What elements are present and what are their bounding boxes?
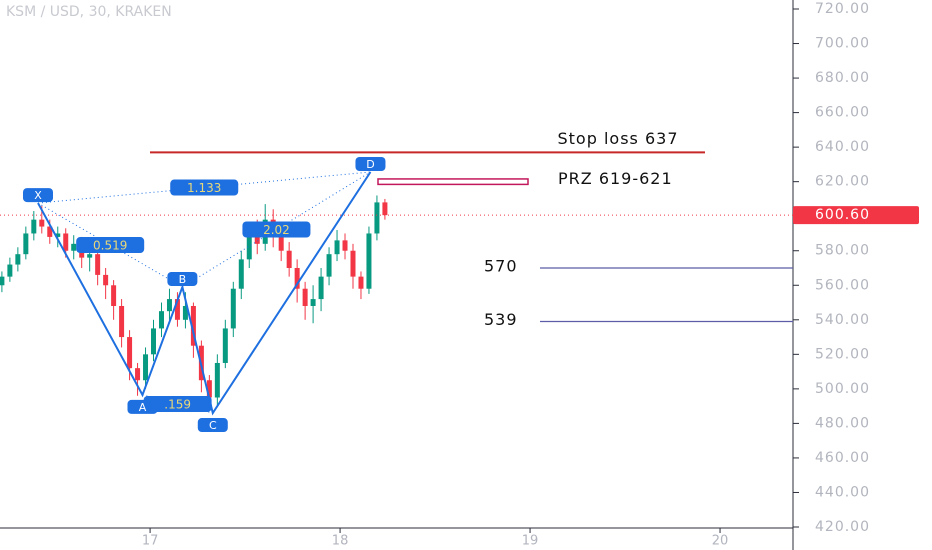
candle-body: [382, 202, 388, 216]
stop-loss-label: Stop loss 637: [558, 129, 679, 148]
ratio-box: [242, 221, 311, 238]
candle-body: [254, 233, 260, 244]
candle-body: [222, 328, 228, 363]
ratio-box: [170, 179, 239, 196]
candle-body: [286, 250, 292, 268]
candle-body: [135, 368, 141, 381]
candle-body: [374, 202, 380, 234]
ratio-label: 0.519: [93, 239, 127, 253]
y-tick-label: 640.00: [815, 139, 870, 155]
ratio-label: .159: [164, 397, 191, 411]
candle-body: [318, 276, 324, 300]
candle-body: [39, 219, 45, 227]
x-tick-label: 18: [332, 534, 349, 549]
candle-body: [358, 276, 364, 289]
y-tick-label: 660.00: [815, 105, 870, 121]
ratio-label: 2.02: [263, 223, 290, 237]
candle-body: [190, 305, 196, 346]
candle-body: [182, 305, 188, 320]
ratio-label: 1.133: [187, 181, 221, 195]
y-tick-label: 580.00: [815, 243, 870, 259]
candle-body: [87, 254, 93, 258]
candle-body: [350, 250, 356, 277]
y-tick-label: 700.00: [815, 36, 870, 52]
candle-body: [23, 233, 29, 255]
y-tick-label: 420.00: [815, 519, 870, 535]
candle-body: [294, 268, 300, 289]
candle-body: [302, 288, 308, 306]
point-box: [197, 418, 228, 433]
point-box: [355, 156, 386, 171]
y-tick-label: 620.00: [815, 174, 870, 190]
y-tick-label: 460.00: [815, 450, 870, 466]
candle-body: [7, 264, 13, 277]
candle-body: [55, 233, 61, 237]
candle-body: [127, 337, 133, 369]
point-label: B: [179, 273, 187, 286]
candle-body: [15, 254, 21, 265]
candle-body: [278, 236, 284, 251]
point-label: C: [209, 419, 217, 432]
point-box: [167, 271, 198, 286]
y-tick-label: 720.00: [815, 1, 870, 17]
y-tick-label: 520.00: [815, 346, 870, 362]
y-tick-label: 540.00: [815, 312, 870, 328]
candle-body: [95, 254, 101, 275]
target-label: 570: [484, 257, 518, 276]
candle-body: [0, 276, 5, 286]
current-price-label: 600.60: [815, 207, 870, 223]
candle-body: [111, 285, 117, 306]
candle-body: [366, 233, 372, 289]
candle-body: [246, 233, 252, 260]
point-label: X: [34, 189, 42, 202]
prz-box: [377, 178, 529, 186]
candle-body: [214, 362, 220, 398]
y-tick-label: 440.00: [815, 484, 870, 500]
chart-title: KSM / USD, 30, KRAKEN: [6, 4, 172, 20]
candle-body: [71, 243, 77, 251]
pattern-line: [37, 171, 372, 416]
candle-body: [158, 311, 164, 329]
candle-body: [103, 274, 109, 286]
candle-body: [119, 305, 125, 338]
candle-body: [206, 380, 212, 398]
y-tick-label: 560.00: [815, 277, 870, 293]
candle-body: [326, 254, 332, 277]
prz-label: PRZ 619-621: [558, 169, 673, 188]
x-tick-label: 20: [712, 534, 729, 549]
point-box: [127, 399, 158, 414]
candle-body: [143, 354, 149, 381]
candle-body: [47, 226, 53, 237]
current-price-box: [793, 206, 919, 225]
candle-body: [151, 328, 157, 355]
y-tick-label: 680.00: [815, 70, 870, 86]
y-tick-label: 500.00: [815, 381, 870, 397]
point-label: A: [139, 401, 147, 414]
candle-body: [334, 240, 340, 255]
y-tick-label: 480.00: [815, 415, 870, 431]
candle-body: [166, 299, 172, 312]
ratio-line: [182, 171, 371, 288]
candle-body: [63, 233, 69, 251]
point-box: [22, 188, 53, 203]
candle-body: [174, 299, 180, 320]
candle-body: [238, 259, 244, 289]
ratio-box: [76, 237, 145, 254]
candle-body: [230, 288, 236, 329]
x-tick-label: 17: [142, 534, 159, 549]
x-tick-label: 19: [522, 534, 539, 549]
point-label: D: [366, 158, 374, 171]
ratio-box: [143, 395, 212, 412]
candle-body: [310, 299, 316, 306]
target-label: 539: [484, 310, 518, 329]
candle-body: [342, 240, 348, 251]
candle-body: [31, 219, 37, 234]
